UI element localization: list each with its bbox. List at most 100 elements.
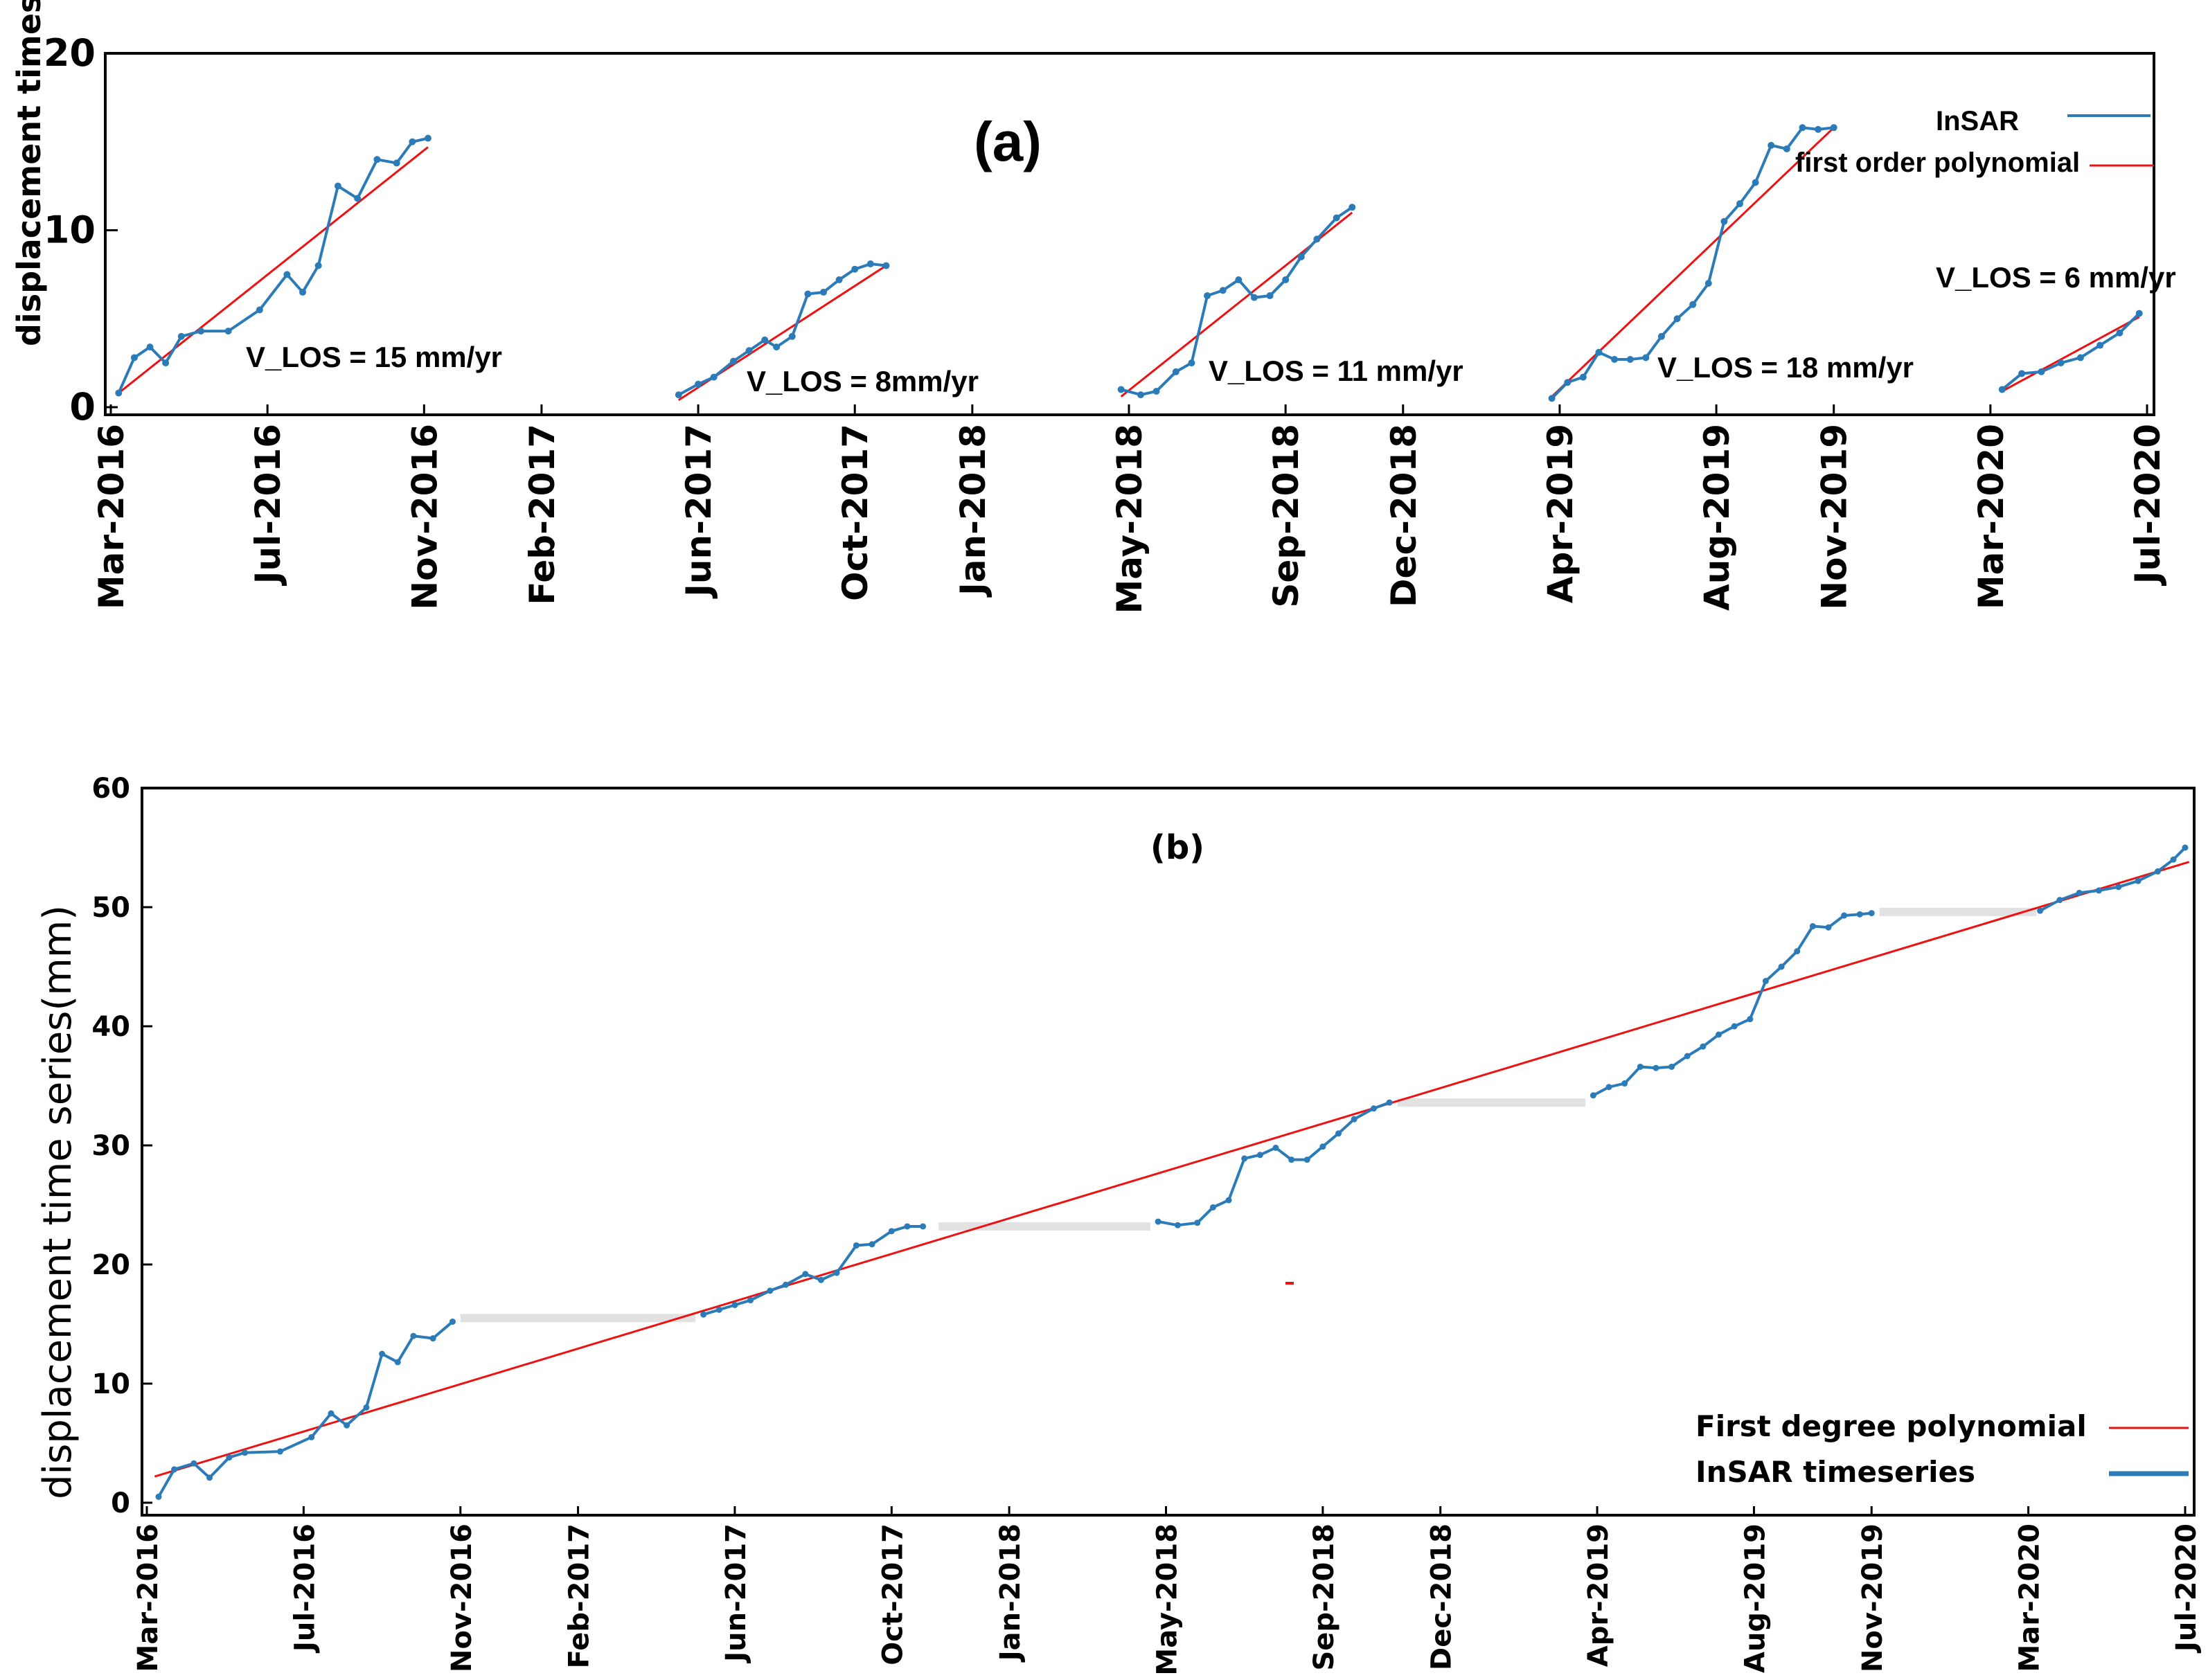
b-xtick-label: Nov-2019 xyxy=(1857,1523,1889,1672)
a-insar-point xyxy=(761,336,769,343)
a-insar-point xyxy=(1783,145,1790,152)
b-insar-point xyxy=(2115,884,2122,891)
b-xtick-label: May-2018 xyxy=(1152,1523,1184,1676)
a-insar-point xyxy=(1815,125,1822,133)
b-insar-point xyxy=(394,1359,401,1366)
b-insar-point xyxy=(1174,1222,1181,1228)
a-insar-point xyxy=(2135,310,2143,317)
b-fit-line xyxy=(154,861,2190,1478)
b-insar-point xyxy=(747,1297,754,1304)
a-xtick-label: Jul-2016 xyxy=(248,424,288,586)
a-insar-point xyxy=(334,182,341,190)
a-xtick-label: May-2018 xyxy=(1110,424,1150,614)
a-xtick-label: Jul-2020 xyxy=(2128,424,2168,586)
panel-a-title: (a) xyxy=(974,111,1042,172)
a-xtick-label: Jun-2017 xyxy=(679,424,719,599)
a-insar-point xyxy=(314,262,322,269)
b-xtick-label: Mar-2016 xyxy=(132,1523,164,1672)
a-insar-point xyxy=(1642,354,1650,361)
a-insar-point xyxy=(1626,356,1634,364)
a-insar-point xyxy=(409,138,416,145)
a-insar-point xyxy=(130,354,138,361)
a-velocity-annotation: V_LOS = 18 mm/yr xyxy=(1657,351,1914,384)
b-insar-point xyxy=(920,1223,927,1230)
a-insar-point xyxy=(1736,200,1743,208)
b-insar-point xyxy=(715,1306,722,1313)
b-insar-point xyxy=(1731,1023,1738,1030)
panel-b-legend: First degree polynomial InSAR timeseries xyxy=(1695,1409,2189,1489)
a-ytick-label: 0 xyxy=(69,385,96,429)
b-insar-point xyxy=(2076,889,2083,896)
a-insar-point xyxy=(866,260,874,268)
b-insar-point xyxy=(1370,1105,1377,1112)
a-velocity-annotation: V_LOS = 6 mm/yr xyxy=(1936,261,2176,294)
a-fit-line xyxy=(118,146,429,394)
b-ytick-label: 20 xyxy=(91,1249,130,1281)
a-insar-point xyxy=(1768,141,1775,149)
panel-a: displacement timeseries (mm) (a) 0 10 20 Ma… xyxy=(10,0,2176,614)
a-insar-point xyxy=(177,332,185,340)
b-insar-point xyxy=(379,1350,386,1357)
b-insar-point xyxy=(2037,907,2044,914)
a-insar-point xyxy=(835,276,843,284)
b-insar-point xyxy=(1288,1156,1295,1163)
b-xtick-label: Apr-2019 xyxy=(1583,1523,1614,1667)
a-insar-point xyxy=(393,159,400,167)
a-insar-point xyxy=(1219,287,1227,294)
a-insar-point xyxy=(882,262,890,269)
b-insar-point xyxy=(700,1311,707,1318)
a-insar-point xyxy=(256,306,263,314)
a-insar-point xyxy=(675,391,682,399)
b-insar-point xyxy=(1335,1130,1342,1137)
b-ytick-label: 10 xyxy=(91,1368,130,1400)
a-insar-point xyxy=(1657,332,1665,340)
a-insar-point xyxy=(1720,217,1728,225)
a-xtick-label: Apr-2019 xyxy=(1540,424,1581,603)
a-insar-point xyxy=(197,328,205,335)
a-xtick-label: Mar-2016 xyxy=(91,424,132,609)
b-insar-point xyxy=(1747,1016,1754,1023)
a-insar-point xyxy=(1266,292,1274,300)
b-insar-point xyxy=(363,1404,370,1411)
legend-a-insar-label: InSAR xyxy=(1936,106,2019,136)
a-xtick-label: Sep-2018 xyxy=(1266,424,1306,608)
a-insar-point xyxy=(162,359,170,367)
panel-a-ticks: 0 10 20 Mar-2016 Jul-2016 Nov-2016 Feb-2017 Jun… xyxy=(44,31,2168,614)
b-insar-point xyxy=(1303,1156,1310,1163)
a-xtick-label: Mar-2020 xyxy=(1971,424,2011,609)
a-insar-point xyxy=(745,347,753,355)
b-insar-point xyxy=(1605,1084,1612,1091)
b-insar-point xyxy=(308,1433,315,1440)
b-xtick-label: Feb-2017 xyxy=(564,1523,596,1668)
legend-a-fit-label: first order polynomial xyxy=(1795,148,2080,178)
b-insar-point xyxy=(2135,877,2142,884)
a-insar-point xyxy=(1830,124,1837,132)
b-insar-point xyxy=(1841,912,1848,919)
a-insar-point xyxy=(1282,276,1290,284)
panel-b-title: (b) xyxy=(1150,828,1204,867)
b-insar-point xyxy=(1794,948,1801,955)
b-insar-point xyxy=(1256,1152,1263,1159)
a-insar-point xyxy=(1204,292,1211,300)
b-insar-point xyxy=(276,1448,283,1455)
b-insar-point xyxy=(429,1335,436,1342)
a-velocity-annotation: V_LOS = 11 mm/yr xyxy=(1209,355,1463,387)
a-insar-point xyxy=(2057,359,2065,367)
a-insar-point xyxy=(283,271,291,278)
a-insar-point xyxy=(1752,179,1759,186)
b-insar-point xyxy=(802,1271,809,1278)
a-insar-point xyxy=(804,290,812,298)
b-xtick-label: Mar-2020 xyxy=(2014,1523,2046,1672)
a-ytick-label: 10 xyxy=(44,208,96,252)
panel-b-y-axis-label: displacement time series(mm) xyxy=(35,905,80,1499)
b-insar-point xyxy=(449,1319,456,1325)
a-insar-point xyxy=(1579,373,1587,381)
a-insar-point xyxy=(1297,253,1305,260)
a-xtick-label: Nov-2019 xyxy=(1815,424,1855,610)
a-insar-point xyxy=(115,389,123,397)
a-xtick-label: Nov-2016 xyxy=(404,424,445,610)
a-velocity-annotation: V_LOS = 15 mm/yr xyxy=(246,341,502,373)
b-xtick-label: Oct-2017 xyxy=(877,1523,909,1665)
b-xtick-label: Jul-2020 xyxy=(2171,1523,2202,1654)
a-insar-point xyxy=(1250,294,1258,301)
